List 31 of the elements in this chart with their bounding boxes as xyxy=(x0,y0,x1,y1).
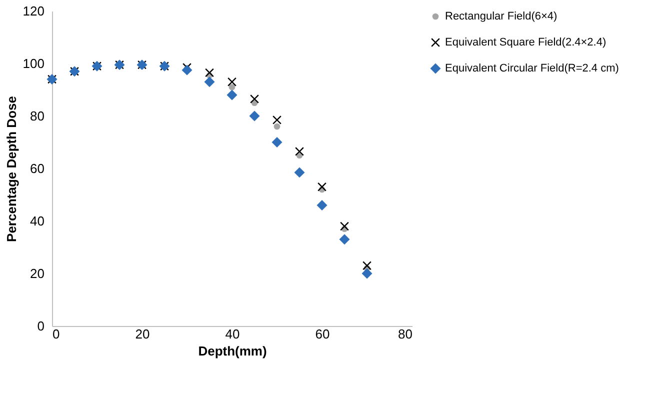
y-tick-label: 40 xyxy=(30,214,44,228)
point xyxy=(340,222,349,231)
y-tick-label: 100 xyxy=(22,56,44,71)
x-tick-label: 40 xyxy=(225,326,240,342)
point xyxy=(362,268,372,279)
legend-label: Equivalent Circular Field(R=2.4 cm) xyxy=(445,62,619,74)
point xyxy=(294,167,305,178)
point xyxy=(226,90,238,100)
point xyxy=(272,137,282,148)
x-tick-label: 60 xyxy=(315,326,330,342)
legend-label: Rectangular Field(6×4) xyxy=(445,10,558,22)
point xyxy=(204,76,215,88)
point xyxy=(339,234,350,245)
point xyxy=(318,182,326,192)
x-tick-label: 80 xyxy=(398,326,412,342)
y-tick-label: 80 xyxy=(30,108,44,124)
point xyxy=(316,200,328,210)
y-axis-title: Percentage Depth Dose xyxy=(4,96,19,242)
y-tick-label: 20 xyxy=(30,266,44,281)
point xyxy=(205,68,214,78)
legend-label: Equivalent Square Field(2.4×2.4) xyxy=(445,36,606,48)
point xyxy=(182,64,192,76)
x-tick-label: 20 xyxy=(135,326,150,342)
x-axis-title: Depth(mm) xyxy=(198,344,267,358)
point xyxy=(274,123,280,130)
x-tick-label: 0 xyxy=(52,326,60,342)
y-tick-label: 60 xyxy=(30,161,44,176)
point xyxy=(249,110,260,122)
point xyxy=(228,84,236,90)
y-tick-label: 120 xyxy=(22,4,44,18)
point xyxy=(228,78,236,86)
